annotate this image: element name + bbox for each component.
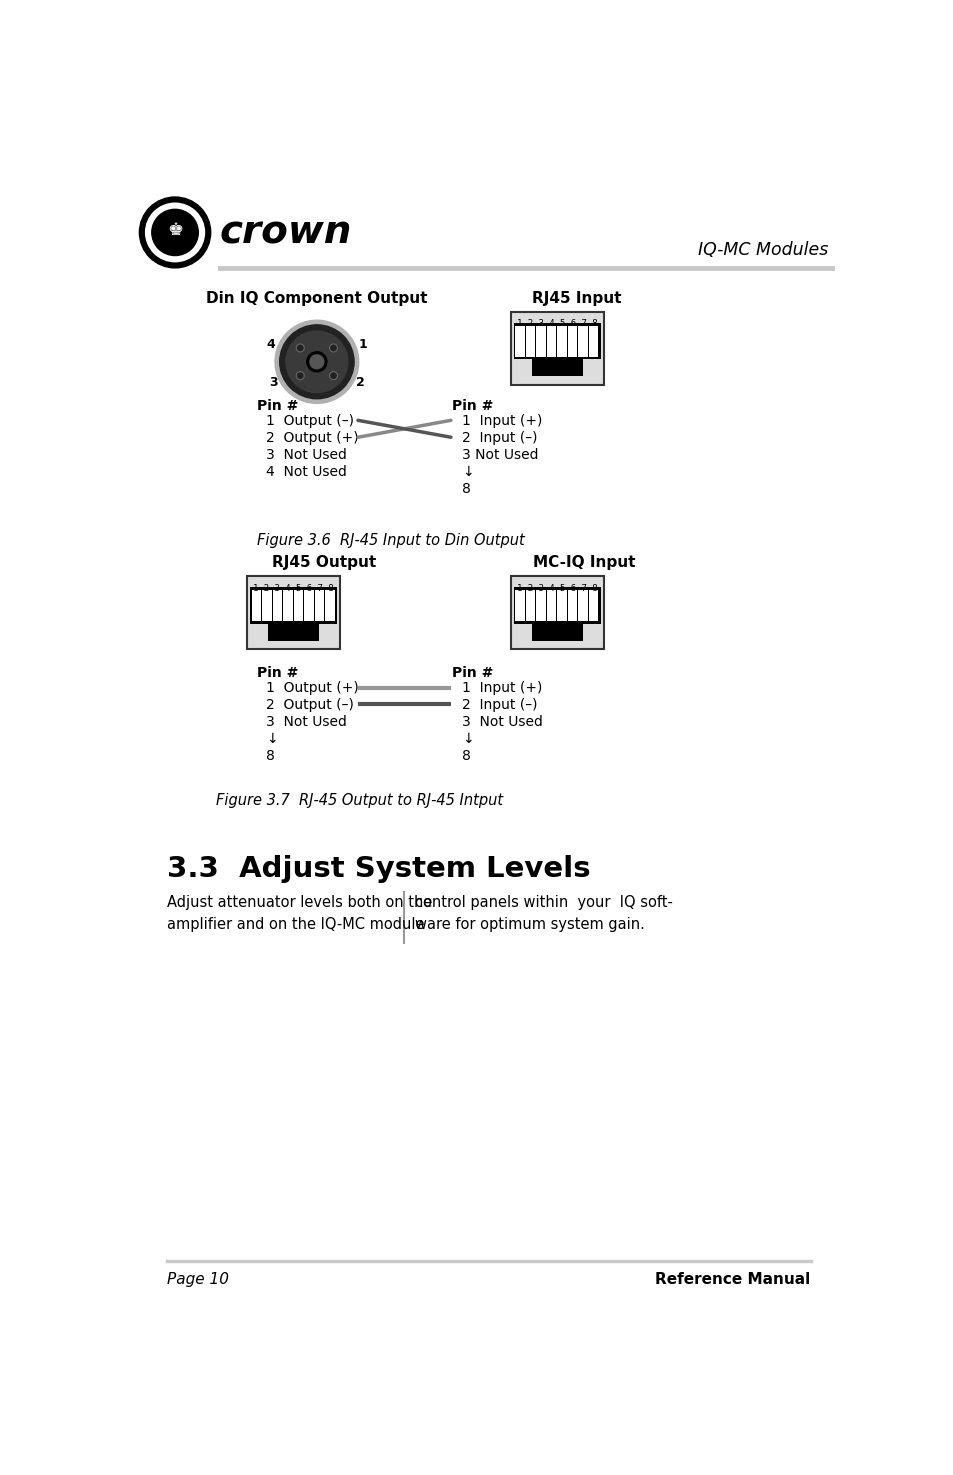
Bar xyxy=(536,590,545,621)
Text: Pin #: Pin # xyxy=(452,398,494,413)
Bar xyxy=(578,326,587,357)
Circle shape xyxy=(331,373,335,379)
Bar xyxy=(557,590,566,621)
Bar xyxy=(567,326,577,357)
Bar xyxy=(325,590,335,621)
Circle shape xyxy=(307,353,327,372)
Bar xyxy=(252,590,261,621)
Bar xyxy=(314,590,324,621)
Text: 8: 8 xyxy=(461,749,470,763)
Text: ♚: ♚ xyxy=(167,221,183,239)
Bar xyxy=(510,575,603,649)
Bar xyxy=(588,590,598,621)
Text: Adjust attenuator levels both on the
amplifier and on the IQ-MC module: Adjust attenuator levels both on the amp… xyxy=(167,895,433,932)
Circle shape xyxy=(297,345,303,351)
Circle shape xyxy=(297,373,303,379)
Bar xyxy=(515,590,524,621)
Text: ↓: ↓ xyxy=(461,732,473,746)
Bar xyxy=(250,587,336,624)
Text: 1  Input (+): 1 Input (+) xyxy=(461,681,541,695)
Bar xyxy=(546,590,556,621)
Text: 8: 8 xyxy=(461,482,470,496)
Bar xyxy=(536,326,545,357)
Bar xyxy=(273,590,282,621)
Bar xyxy=(262,590,272,621)
Circle shape xyxy=(296,344,304,353)
Text: crown: crown xyxy=(220,214,352,251)
Bar xyxy=(567,590,577,621)
Bar xyxy=(294,590,303,621)
Text: Din IQ Component Output: Din IQ Component Output xyxy=(206,292,427,307)
Text: 1 2 3 4 5 6 7 8: 1 2 3 4 5 6 7 8 xyxy=(517,584,597,593)
Text: 2  Input (–): 2 Input (–) xyxy=(461,698,537,712)
Bar xyxy=(283,590,293,621)
Bar xyxy=(515,326,524,357)
Text: 1 2 3 4 5 6 7 8: 1 2 3 4 5 6 7 8 xyxy=(253,584,334,593)
Bar xyxy=(525,326,535,357)
Circle shape xyxy=(286,330,348,392)
Text: 2  Output (+): 2 Output (+) xyxy=(266,431,358,445)
Circle shape xyxy=(296,372,304,379)
Text: 3  Not Used: 3 Not Used xyxy=(266,448,347,462)
Circle shape xyxy=(139,198,211,268)
Text: 1  Input (+): 1 Input (+) xyxy=(461,414,541,428)
Bar xyxy=(510,311,603,385)
Text: Pin #: Pin # xyxy=(452,665,494,680)
Text: Page 10: Page 10 xyxy=(167,1271,229,1288)
Text: IQ-MC Modules: IQ-MC Modules xyxy=(698,240,827,260)
Text: RJ45 Output: RJ45 Output xyxy=(273,555,376,569)
Circle shape xyxy=(146,204,204,261)
Text: Figure 3.7  RJ-45 Output to RJ-45 Intput: Figure 3.7 RJ-45 Output to RJ-45 Intput xyxy=(215,794,502,808)
Text: 4  Not Used: 4 Not Used xyxy=(266,465,347,479)
Circle shape xyxy=(310,355,323,369)
Text: control panels within  your  IQ soft-
ware for optimum system gain.: control panels within your IQ soft- ware… xyxy=(415,895,673,932)
Text: Pin #: Pin # xyxy=(257,398,298,413)
Text: 2  Output (–): 2 Output (–) xyxy=(266,698,354,712)
Bar xyxy=(578,590,587,621)
Circle shape xyxy=(152,209,198,255)
Bar xyxy=(268,624,319,640)
Text: 2  Input (–): 2 Input (–) xyxy=(461,431,537,445)
Text: 3: 3 xyxy=(269,376,277,389)
Circle shape xyxy=(279,324,354,398)
Text: Figure 3.6  RJ-45 Input to Din Output: Figure 3.6 RJ-45 Input to Din Output xyxy=(256,532,524,547)
Bar xyxy=(525,590,535,621)
Text: ↓: ↓ xyxy=(461,465,473,479)
Bar xyxy=(557,326,566,357)
Text: ↓: ↓ xyxy=(266,732,278,746)
Bar xyxy=(546,326,556,357)
Circle shape xyxy=(331,345,335,351)
Bar xyxy=(513,587,599,624)
Bar xyxy=(588,326,598,357)
Text: 2: 2 xyxy=(355,376,364,389)
Circle shape xyxy=(330,344,337,353)
Text: 3  Not Used: 3 Not Used xyxy=(266,715,347,729)
Circle shape xyxy=(274,320,358,403)
Text: 1  Output (–): 1 Output (–) xyxy=(266,414,355,428)
Bar xyxy=(247,575,340,649)
Text: 1 2 3 4 5 6 7 8: 1 2 3 4 5 6 7 8 xyxy=(517,320,597,329)
Text: 1: 1 xyxy=(358,338,367,351)
Text: 3  Not Used: 3 Not Used xyxy=(461,715,542,729)
Text: 3 Not Used: 3 Not Used xyxy=(461,448,537,462)
Text: 4: 4 xyxy=(266,338,274,351)
Text: 8: 8 xyxy=(266,749,275,763)
Text: MC-IQ Input: MC-IQ Input xyxy=(533,555,635,569)
Text: Reference Manual: Reference Manual xyxy=(655,1271,810,1288)
Text: Pin #: Pin # xyxy=(257,665,298,680)
Text: RJ45 Input: RJ45 Input xyxy=(531,292,620,307)
Bar xyxy=(513,323,599,360)
Text: 1  Output (+): 1 Output (+) xyxy=(266,681,359,695)
Circle shape xyxy=(330,372,337,379)
Bar xyxy=(531,624,582,640)
Bar xyxy=(531,360,582,376)
Bar xyxy=(304,590,314,621)
Text: 3.3  Adjust System Levels: 3.3 Adjust System Levels xyxy=(167,854,590,882)
